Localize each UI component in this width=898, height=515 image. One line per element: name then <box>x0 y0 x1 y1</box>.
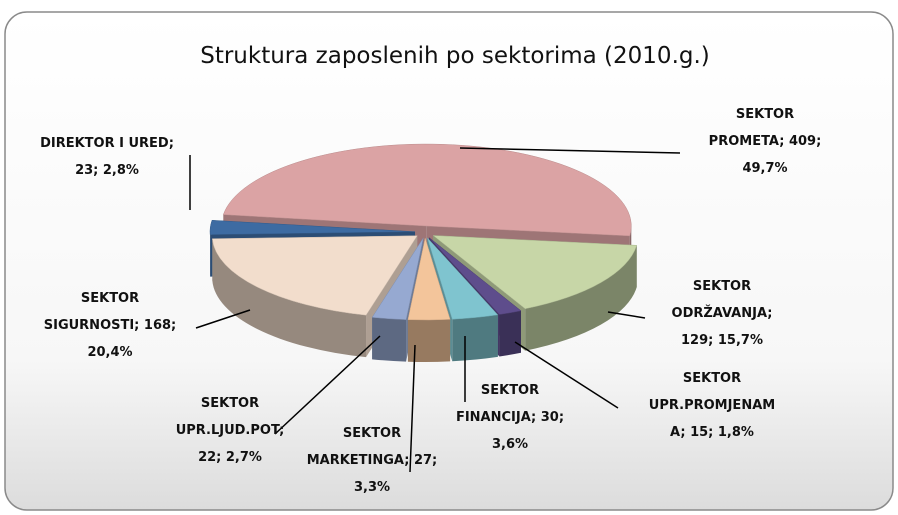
leader-line <box>514 341 619 409</box>
data-label: FINANCIJA; 30; <box>456 410 564 425</box>
data-label: 3,3% <box>354 480 390 495</box>
data-label: UPR.LJUD.POT; <box>176 423 285 438</box>
data-label: 129; 15,7% <box>681 333 763 348</box>
data-label: SIGURNOSTI; 168; <box>44 318 177 333</box>
data-label: 3,6% <box>492 437 528 452</box>
slice <box>432 235 638 309</box>
slice <box>427 237 499 320</box>
data-label: 49,7% <box>742 161 787 176</box>
slice <box>371 237 424 320</box>
leader-line <box>274 335 381 435</box>
data-label: ODRŽAVANJA; <box>672 305 773 321</box>
data-label: SEKTOR <box>81 291 139 306</box>
slice <box>428 237 522 315</box>
data-label: UPR.PROMJENAM <box>649 398 775 413</box>
leader-line <box>409 344 416 473</box>
slice-wall <box>372 317 407 362</box>
data-label: A; 15; 1,8% <box>670 425 754 440</box>
slice <box>209 220 416 235</box>
slice-wall <box>499 310 521 357</box>
leader-line <box>607 311 646 319</box>
data-label: PROMETA; 409; <box>709 134 822 149</box>
data-label: SEKTOR <box>201 396 259 411</box>
data-label: SEKTOR <box>693 279 751 294</box>
slice <box>222 143 632 237</box>
labels: SEKTOR PROMETA; 409; 49,7% SEKTOR ODRŽAVANJA… <box>40 107 821 495</box>
data-label: DIREKTOR I URED; <box>40 136 174 151</box>
leader-line <box>195 309 251 329</box>
slice <box>407 237 451 321</box>
data-label: 20,4% <box>87 345 132 360</box>
pie <box>209 143 638 362</box>
slice-wall <box>452 314 498 362</box>
slice-wall <box>407 319 451 362</box>
data-label: 22; 2,7% <box>198 450 262 465</box>
data-label: 23; 2,8% <box>75 163 139 178</box>
data-label: SEKTOR <box>481 383 539 398</box>
data-label: MARKETINGA; 27; <box>307 453 438 468</box>
slice-wall <box>525 245 637 351</box>
data-label: SEKTOR <box>736 107 794 122</box>
data-label: SEKTOR <box>343 426 401 441</box>
slice <box>212 235 418 316</box>
slice-wall <box>212 238 367 358</box>
chart-title: Struktura zaposlenih po sektorima (2010.… <box>200 43 710 69</box>
data-label: SEKTOR <box>683 371 741 386</box>
leader-line <box>459 147 681 154</box>
